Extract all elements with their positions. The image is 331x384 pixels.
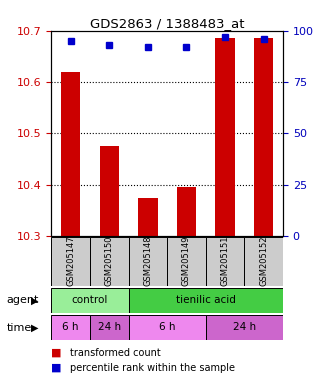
- Title: GDS2863 / 1388483_at: GDS2863 / 1388483_at: [90, 17, 244, 30]
- Bar: [254, 38, 273, 236]
- Text: time: time: [7, 323, 32, 333]
- FancyBboxPatch shape: [51, 315, 90, 340]
- Text: 6 h: 6 h: [159, 322, 175, 333]
- Text: percentile rank within the sample: percentile rank within the sample: [70, 363, 234, 373]
- Text: GSM205151: GSM205151: [220, 235, 230, 286]
- FancyBboxPatch shape: [90, 237, 128, 286]
- Text: GSM205147: GSM205147: [66, 235, 75, 286]
- Text: 24 h: 24 h: [98, 322, 121, 333]
- Text: agent: agent: [7, 295, 39, 305]
- FancyBboxPatch shape: [90, 315, 128, 340]
- FancyBboxPatch shape: [128, 288, 283, 313]
- FancyBboxPatch shape: [206, 315, 283, 340]
- Text: GSM205152: GSM205152: [259, 235, 268, 286]
- FancyBboxPatch shape: [51, 288, 128, 313]
- Text: 24 h: 24 h: [233, 322, 256, 333]
- Text: GSM205149: GSM205149: [182, 235, 191, 286]
- FancyBboxPatch shape: [128, 237, 167, 286]
- Text: 6 h: 6 h: [62, 322, 79, 333]
- Text: GSM205150: GSM205150: [105, 235, 114, 286]
- FancyBboxPatch shape: [51, 237, 90, 286]
- Text: ■: ■: [51, 363, 62, 373]
- Bar: [177, 187, 196, 236]
- Bar: [61, 72, 80, 236]
- Text: GSM205148: GSM205148: [143, 235, 152, 286]
- FancyBboxPatch shape: [167, 237, 206, 286]
- Text: tienilic acid: tienilic acid: [176, 295, 236, 306]
- Bar: [215, 38, 235, 236]
- Text: control: control: [72, 295, 108, 306]
- Text: ▶: ▶: [30, 295, 38, 305]
- Text: transformed count: transformed count: [70, 348, 160, 358]
- Text: ■: ■: [51, 348, 62, 358]
- Text: ▶: ▶: [30, 323, 38, 333]
- FancyBboxPatch shape: [244, 237, 283, 286]
- FancyBboxPatch shape: [128, 315, 206, 340]
- Bar: [138, 198, 158, 236]
- Bar: [100, 146, 119, 236]
- FancyBboxPatch shape: [206, 237, 244, 286]
